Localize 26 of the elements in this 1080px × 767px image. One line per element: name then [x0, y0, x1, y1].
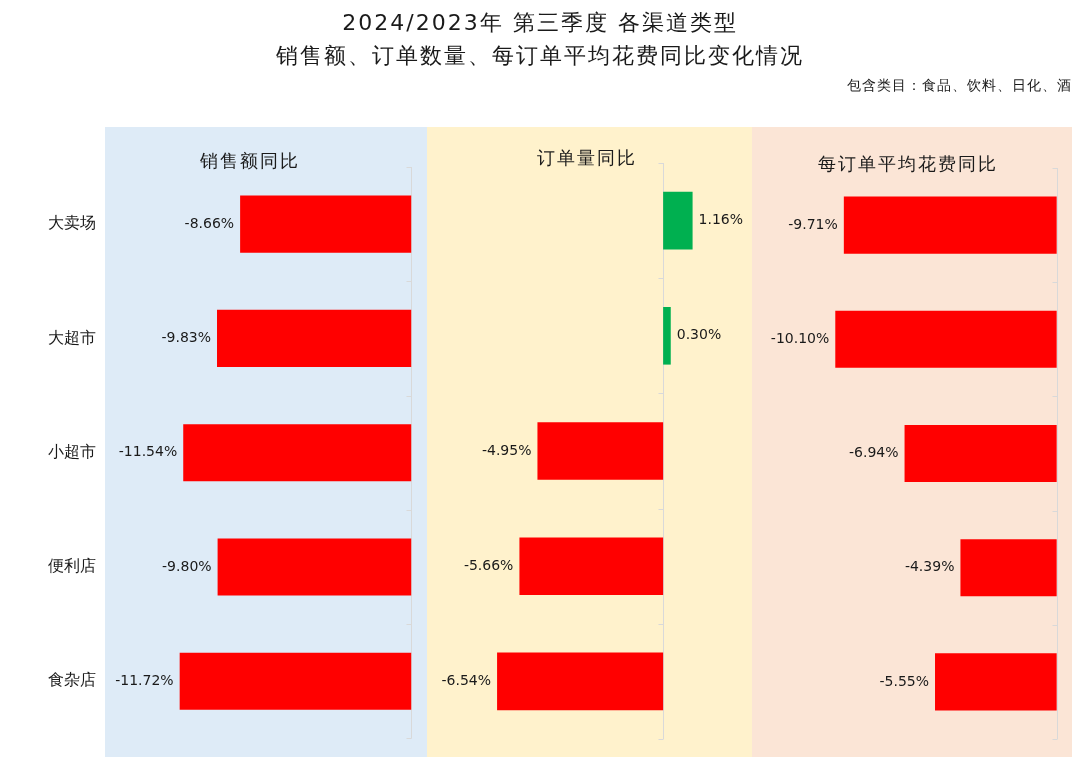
data-label: -9.83%	[161, 329, 212, 346]
data-label: -4.95%	[481, 441, 532, 458]
text: 销售额同比	[199, 149, 301, 173]
data-label: -11.72%	[115, 671, 174, 688]
data-label: -4.39%	[904, 558, 955, 575]
y-tick-label: 大卖场	[48, 213, 96, 233]
y-tick-label: 食杂店	[48, 670, 96, 690]
text: 每订单平均花费同比	[817, 152, 999, 176]
data-label: 0.30%	[676, 326, 722, 343]
data-label: 1.16%	[698, 211, 744, 228]
data-label: -5.55%	[879, 672, 930, 689]
text: 2024/2023年 第三季度 各渠道类型	[341, 9, 739, 37]
data-label: -6.54%	[441, 672, 492, 689]
data-label: -9.80%	[162, 557, 212, 574]
data-label: -5.66%	[463, 556, 514, 573]
text: 销售额、订单数量、每订单平均花费同比变化情况	[275, 42, 805, 70]
y-tick-label: 小超市	[48, 441, 96, 461]
y-tick-label: 便利店	[48, 556, 96, 576]
data-label: -9.71%	[788, 215, 838, 232]
data-label: -6.94%	[849, 444, 899, 461]
data-label: -11.54%	[118, 443, 178, 460]
data-label: -8.66%	[184, 214, 235, 231]
y-tick-label: 大超市	[48, 327, 96, 347]
text: 包含类目：食品、饮料、日化、酒	[847, 77, 1072, 95]
data-label: -10.10%	[770, 329, 830, 346]
text: 订单量同比	[536, 146, 638, 170]
